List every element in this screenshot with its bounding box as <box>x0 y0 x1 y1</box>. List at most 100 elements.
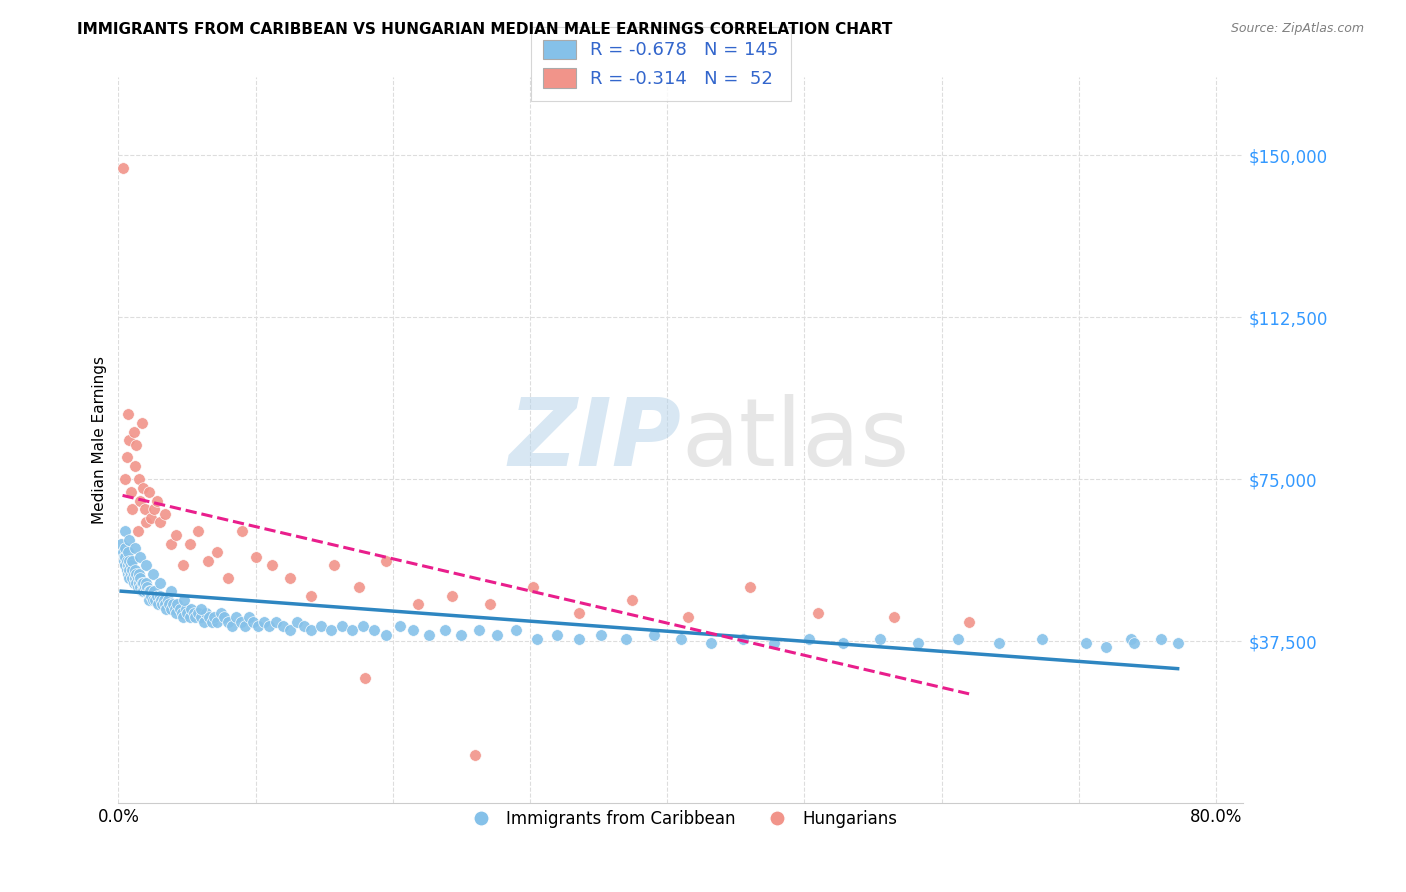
Point <box>883 610 905 624</box>
Point <box>150 597 173 611</box>
Point <box>115 563 138 577</box>
Point <box>406 597 429 611</box>
Point <box>122 567 145 582</box>
Point <box>117 567 139 582</box>
Point <box>209 606 232 620</box>
Point <box>212 610 235 624</box>
Point <box>187 606 209 620</box>
Point <box>142 567 165 582</box>
Point <box>114 472 136 486</box>
Point <box>128 575 150 590</box>
Point <box>869 632 891 646</box>
Point <box>195 606 218 620</box>
Point <box>135 584 157 599</box>
Point <box>135 558 157 573</box>
Point <box>907 636 929 650</box>
Point <box>152 593 174 607</box>
Point <box>363 624 385 638</box>
Point <box>132 584 155 599</box>
Point <box>145 593 167 607</box>
Point <box>156 593 179 607</box>
Point <box>299 589 322 603</box>
Point <box>121 571 143 585</box>
Point <box>440 589 463 603</box>
Point <box>700 636 723 650</box>
Point <box>193 615 215 629</box>
Point <box>242 615 264 629</box>
Point <box>292 619 315 633</box>
Point <box>129 571 152 585</box>
Point <box>121 563 143 577</box>
Point <box>172 610 194 624</box>
Point <box>166 597 188 611</box>
Point <box>221 619 243 633</box>
Point <box>591 627 613 641</box>
Point <box>132 481 155 495</box>
Text: Source: ZipAtlas.com: Source: ZipAtlas.com <box>1230 22 1364 36</box>
Point <box>669 632 692 646</box>
Point <box>124 571 146 585</box>
Point <box>159 601 181 615</box>
Point <box>125 567 148 582</box>
Point <box>1031 632 1053 646</box>
Point <box>114 524 136 538</box>
Point <box>190 610 212 624</box>
Point <box>322 558 344 573</box>
Point <box>149 575 172 590</box>
Point <box>957 615 980 629</box>
Point <box>184 610 207 624</box>
Point <box>522 580 544 594</box>
Point <box>526 632 548 646</box>
Point <box>176 606 198 620</box>
Point <box>264 615 287 629</box>
Point <box>169 601 191 615</box>
Point <box>643 627 665 641</box>
Point <box>676 610 699 624</box>
Point <box>111 161 134 175</box>
Point <box>153 597 176 611</box>
Point <box>149 515 172 529</box>
Point <box>120 558 142 573</box>
Point <box>159 537 181 551</box>
Point <box>141 511 163 525</box>
Point <box>738 580 761 594</box>
Point <box>118 533 141 547</box>
Point <box>259 619 281 633</box>
Point <box>127 524 149 538</box>
Point <box>731 632 754 646</box>
Point <box>146 493 169 508</box>
Text: ZIP: ZIP <box>508 394 681 486</box>
Point <box>149 589 172 603</box>
Point <box>124 541 146 556</box>
Point <box>946 632 969 646</box>
Point <box>118 554 141 568</box>
Point <box>225 610 247 624</box>
Point <box>198 610 221 624</box>
Point <box>807 606 830 620</box>
Point <box>797 632 820 646</box>
Point <box>179 610 201 624</box>
Point <box>118 571 141 585</box>
Point <box>142 593 165 607</box>
Point <box>112 549 135 564</box>
Point <box>245 549 267 564</box>
Text: IMMIGRANTS FROM CARIBBEAN VS HUNGARIAN MEDIAN MALE EARNINGS CORRELATION CHART: IMMIGRANTS FROM CARIBBEAN VS HUNGARIAN M… <box>77 22 893 37</box>
Point <box>114 549 136 564</box>
Point <box>278 624 301 638</box>
Point <box>311 619 333 633</box>
Point <box>146 589 169 603</box>
Point <box>165 606 187 620</box>
Point <box>271 619 294 633</box>
Point <box>122 425 145 439</box>
Point <box>204 610 226 624</box>
Point <box>229 615 252 629</box>
Point <box>233 619 256 633</box>
Point <box>135 515 157 529</box>
Point <box>120 485 142 500</box>
Point <box>115 450 138 465</box>
Point <box>568 606 591 620</box>
Point <box>253 615 276 629</box>
Point <box>231 524 253 538</box>
Point <box>120 567 142 582</box>
Point <box>128 567 150 582</box>
